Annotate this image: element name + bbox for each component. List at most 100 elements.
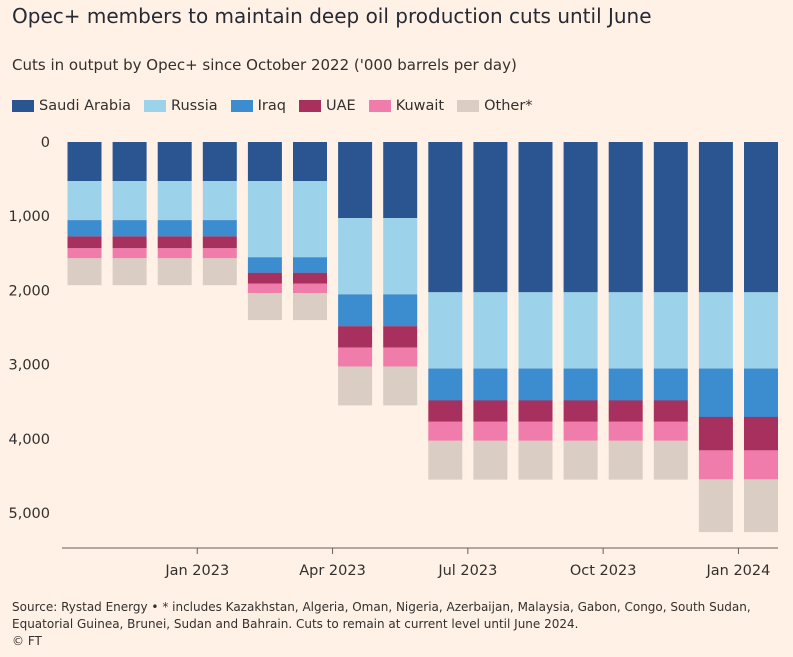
bar-segment-kuwait xyxy=(247,283,282,293)
x-tick-label: Jul 2023 xyxy=(437,563,497,579)
bar-segment-kuwait xyxy=(518,421,553,441)
bar-segment-iraq xyxy=(293,257,327,273)
source-note: Source: Rystad Energy • * includes Kazak… xyxy=(12,599,782,650)
bar-segment-russia xyxy=(112,181,147,220)
bar-segment-saudi-arabia xyxy=(698,142,733,293)
bar-segment-russia xyxy=(608,292,643,369)
x-tick-label: Jan 2023 xyxy=(164,563,229,579)
bar-segment-kuwait xyxy=(383,347,418,367)
bar-segment-russia xyxy=(247,181,282,258)
bar-segment-uae xyxy=(383,326,418,348)
bar-segment-russia xyxy=(473,292,508,369)
bar-segment-saudi-arabia xyxy=(202,142,237,181)
bar-segment-iraq xyxy=(563,368,598,401)
legend-label-russia: Russia xyxy=(171,98,218,114)
bar-segment-other xyxy=(473,440,508,480)
bar-segment-other xyxy=(67,258,102,286)
bar-segment-uae xyxy=(744,416,778,451)
bar-segment-saudi-arabia xyxy=(608,142,643,293)
bar-segment-other xyxy=(112,258,147,286)
bar-segment-uae xyxy=(608,400,643,422)
bar-segment-saudi-arabia xyxy=(293,142,327,181)
bar-segment-russia xyxy=(157,181,192,220)
bar-segment-saudi-arabia xyxy=(383,142,418,219)
bar-segment-saudi-arabia xyxy=(247,142,282,181)
bar-segment-iraq xyxy=(744,368,778,417)
bar-segment-kuwait xyxy=(157,248,192,259)
bar-segment-iraq xyxy=(67,220,102,237)
bar-segment-iraq xyxy=(428,368,463,401)
copyright: © FT xyxy=(12,634,42,648)
bar-segment-russia xyxy=(383,218,418,295)
bar-segment-saudi-arabia xyxy=(338,142,373,219)
legend-label-uae: UAE xyxy=(325,98,356,114)
bar-segment-other xyxy=(428,440,463,480)
bar-segment-russia xyxy=(428,292,463,369)
legend-swatch-iraq xyxy=(230,100,253,112)
bar-segment-uae xyxy=(67,236,102,249)
bar-segment-saudi-arabia xyxy=(653,142,688,293)
legend-swatch-russia xyxy=(144,100,167,112)
bar-segment-uae xyxy=(428,400,463,422)
bar-segment-uae xyxy=(112,236,147,249)
legend-item-saudi-arabia: Saudi Arabia xyxy=(12,98,131,114)
bar-segment-saudi-arabia xyxy=(518,142,553,293)
bar-segment-uae xyxy=(202,236,237,249)
bar-segment-saudi-arabia xyxy=(157,142,192,181)
x-tick-label: Oct 2023 xyxy=(570,563,637,579)
bar-segment-kuwait xyxy=(744,450,778,480)
legend-swatch-other xyxy=(457,100,480,112)
y-tick-label: 4,000 xyxy=(8,432,50,448)
bar-segment-uae xyxy=(247,272,282,284)
bar-segment-russia xyxy=(653,292,688,369)
bar-segment-russia xyxy=(202,181,237,220)
bar-segment-iraq xyxy=(698,368,733,417)
bar-segment-saudi-arabia xyxy=(744,142,778,293)
bar-segment-other xyxy=(698,479,733,533)
chart-subtitle: Cuts in output by Opec+ since October 20… xyxy=(12,56,517,74)
bar-segment-saudi-arabia xyxy=(112,142,147,181)
bar-segment-iraq xyxy=(202,220,237,237)
bar-segment-iraq xyxy=(157,220,192,237)
legend-swatch-saudi-arabia xyxy=(12,100,34,112)
bar-segment-russia xyxy=(518,292,553,369)
source-line-2: Equatorial Guinea, Brunei, Sudan and Bah… xyxy=(12,617,579,631)
bar-segment-iraq xyxy=(383,294,418,327)
bar-segment-iraq xyxy=(653,368,688,401)
bar-segment-uae xyxy=(293,272,327,284)
bar-segment-other xyxy=(744,479,778,533)
bar-segment-russia xyxy=(338,218,373,295)
bar-segment-saudi-arabia xyxy=(473,142,508,293)
bar-segment-kuwait xyxy=(698,450,733,480)
bar-segment-iraq xyxy=(473,368,508,401)
bar-segment-other xyxy=(383,366,418,406)
bar-segment-uae xyxy=(653,400,688,422)
bar-segment-kuwait xyxy=(202,248,237,259)
chart-title: Opec+ members to maintain deep oil produ… xyxy=(12,4,652,28)
bar-segment-iraq xyxy=(608,368,643,401)
legend-label-saudi-arabia: Saudi Arabia xyxy=(39,98,132,114)
bar-segment-kuwait xyxy=(67,248,102,259)
bar-segment-russia xyxy=(293,181,327,258)
y-tick-label: 3,000 xyxy=(8,358,50,374)
legend-item-uae: UAE xyxy=(298,98,356,114)
bar-segment-russia xyxy=(67,181,102,220)
bar-segment-other xyxy=(157,258,192,286)
legend-swatch-uae xyxy=(298,100,321,112)
y-tick-label: 1,000 xyxy=(8,209,50,225)
x-tick-label: Jan 2024 xyxy=(706,563,771,579)
y-tick-label: 0 xyxy=(41,135,50,151)
bar-segment-other xyxy=(563,440,598,480)
bar-segment-iraq xyxy=(112,220,147,237)
bar-segment-uae xyxy=(518,400,553,422)
bar-segment-kuwait xyxy=(428,421,463,441)
bar-segment-kuwait xyxy=(563,421,598,441)
legend-item-iraq: Iraq xyxy=(230,98,286,114)
bar-segment-other xyxy=(247,293,282,321)
legend: Saudi Arabia Russia Iraq UAE Kuwait Othe… xyxy=(12,96,546,116)
bar-segment-saudi-arabia xyxy=(67,142,102,181)
legend-item-kuwait: Kuwait xyxy=(368,98,444,114)
source-line-1: Source: Rystad Energy • * includes Kazak… xyxy=(12,600,751,614)
bar-segment-uae xyxy=(157,236,192,249)
bar-segment-uae xyxy=(698,416,733,451)
